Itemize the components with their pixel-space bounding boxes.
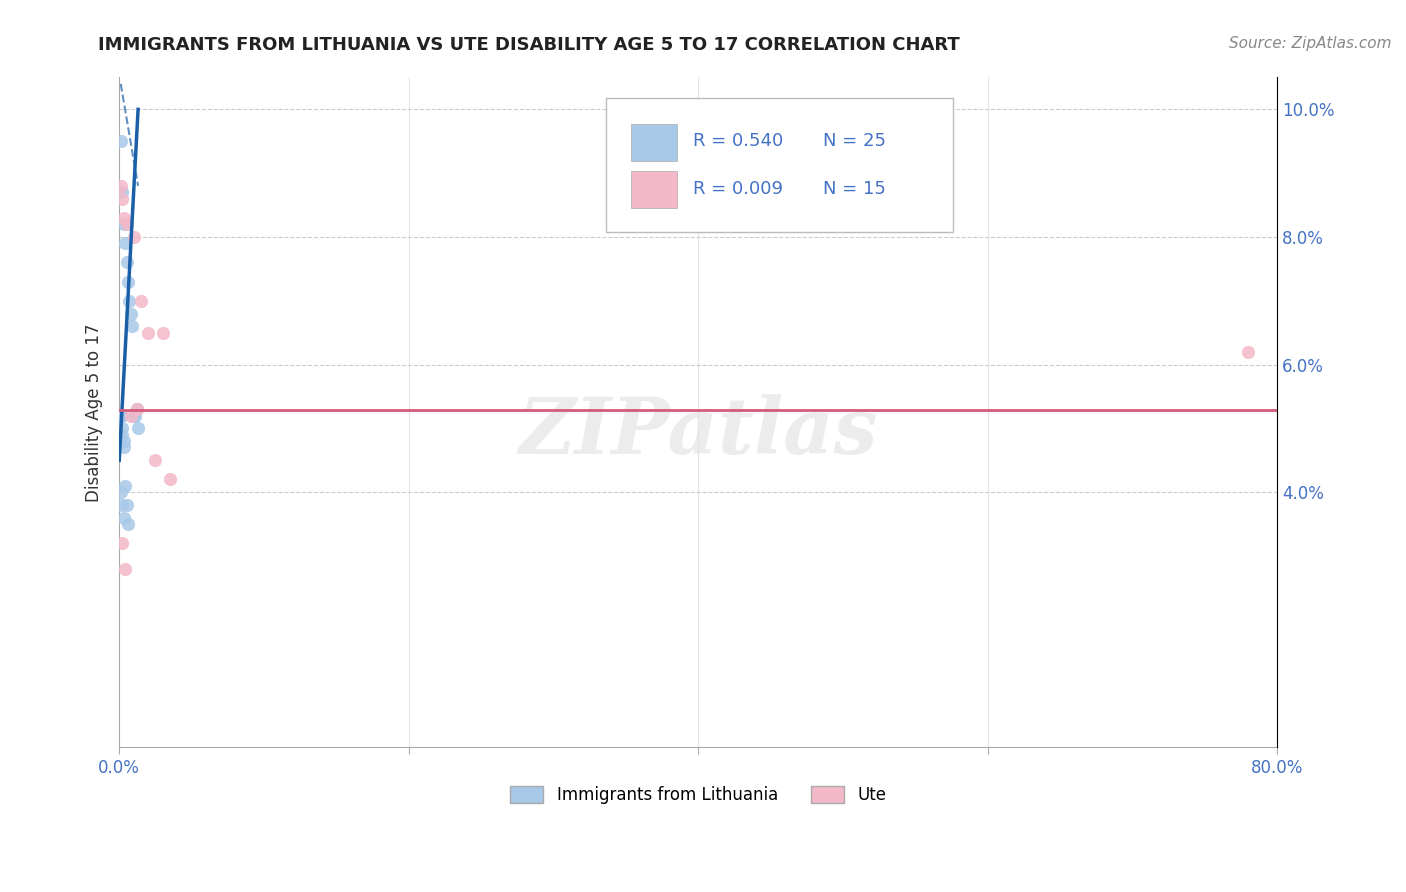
Point	[111, 186, 134, 200]
Point	[129, 293, 152, 308]
Point	[120, 409, 142, 423]
Point	[136, 326, 159, 340]
Text: R = 0.009: R = 0.009	[693, 180, 783, 198]
Point	[111, 421, 134, 435]
Point	[115, 498, 138, 512]
Point	[152, 326, 174, 340]
Point	[110, 134, 132, 148]
FancyBboxPatch shape	[631, 124, 678, 161]
Point	[124, 409, 146, 423]
Point	[125, 402, 148, 417]
Point	[111, 427, 134, 442]
Point	[112, 434, 135, 449]
Point	[125, 402, 148, 417]
Point	[118, 293, 141, 308]
Point	[111, 536, 134, 550]
FancyBboxPatch shape	[631, 171, 678, 208]
Point	[117, 516, 139, 531]
Point	[110, 485, 132, 500]
Point	[110, 409, 132, 423]
Point	[110, 409, 132, 423]
Point	[114, 562, 136, 576]
Point	[112, 441, 135, 455]
Point	[120, 306, 142, 320]
Text: ZIPatlas: ZIPatlas	[519, 394, 877, 471]
Point	[114, 479, 136, 493]
FancyBboxPatch shape	[606, 97, 953, 232]
Text: Source: ZipAtlas.com: Source: ZipAtlas.com	[1229, 36, 1392, 51]
Text: N = 25: N = 25	[824, 132, 886, 150]
Y-axis label: Disability Age 5 to 17: Disability Age 5 to 17	[86, 323, 103, 501]
Legend: Immigrants from Lithuania, Ute: Immigrants from Lithuania, Ute	[502, 778, 896, 813]
Text: IMMIGRANTS FROM LITHUANIA VS UTE DISABILITY AGE 5 TO 17 CORRELATION CHART: IMMIGRANTS FROM LITHUANIA VS UTE DISABIL…	[98, 36, 960, 54]
Point	[115, 255, 138, 269]
Point	[110, 178, 132, 193]
Point	[117, 275, 139, 289]
Text: N = 15: N = 15	[824, 180, 886, 198]
Point	[122, 409, 145, 423]
Point	[111, 192, 134, 206]
Point	[145, 453, 167, 467]
Point	[112, 217, 135, 231]
Point	[111, 498, 134, 512]
Point	[122, 230, 145, 244]
Point	[112, 510, 135, 524]
Point	[127, 421, 149, 435]
Point	[121, 319, 143, 334]
Point	[114, 236, 136, 251]
Point	[115, 217, 138, 231]
Point	[159, 472, 181, 486]
Point	[1237, 344, 1260, 359]
Point	[112, 211, 135, 225]
Text: R = 0.540: R = 0.540	[693, 132, 783, 150]
